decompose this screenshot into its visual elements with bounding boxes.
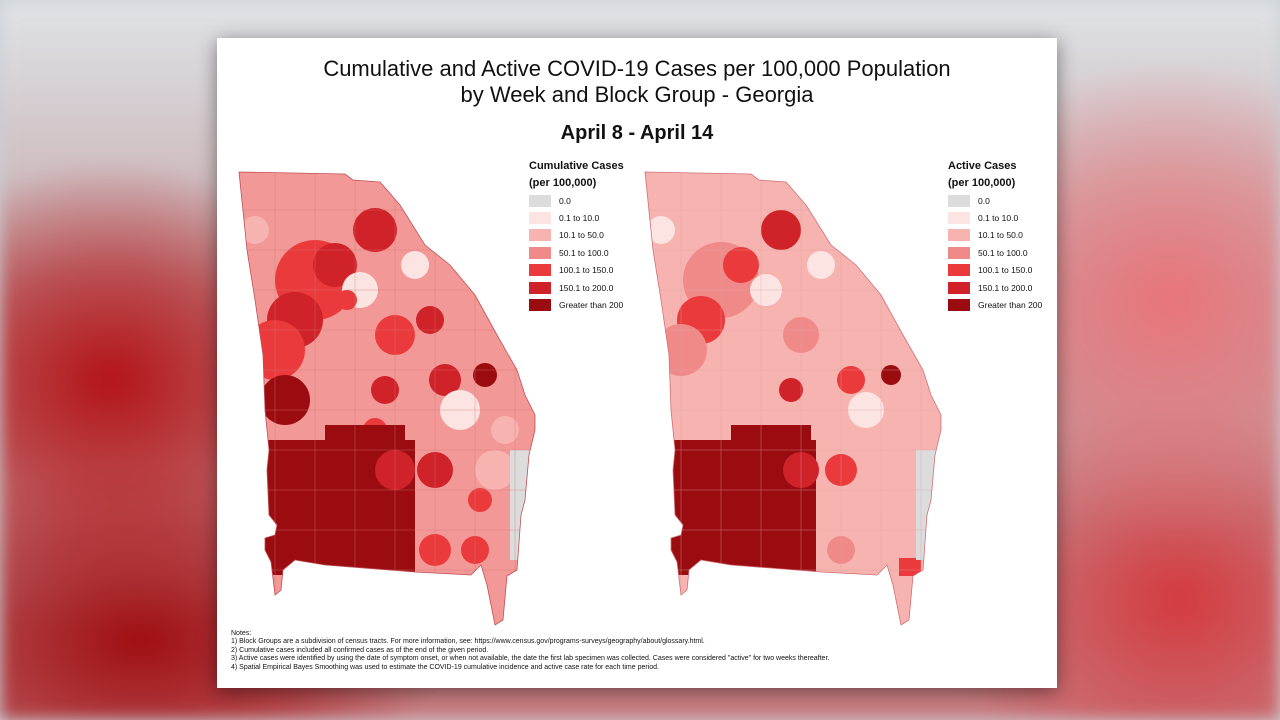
note-item: 2) Cumulative cases included all confirm…: [231, 646, 489, 654]
legend-label: 100.1 to 150.0: [978, 265, 1033, 276]
legend-label: 50.1 to 100.0: [559, 247, 609, 258]
active-map-svg: [644, 171, 942, 626]
legend-row: 150.1 to 200.0: [529, 279, 624, 296]
legend-label: 0.1 to 10.0: [978, 213, 1019, 224]
legend-row: 0.1 to 10.0: [529, 209, 624, 226]
legend-row: 0.0: [529, 192, 624, 209]
legend-label: Greater than 200: [559, 300, 624, 311]
legend-swatch: [529, 299, 551, 312]
legend-row: Greater than 200: [948, 296, 1042, 313]
legend-row: 0.0: [948, 192, 1042, 209]
legend-label: Greater than 200: [978, 300, 1043, 311]
legend-row: 100.1 to 150.0: [529, 262, 624, 279]
legend-label: 10.1 to 50.0: [978, 230, 1023, 241]
legend-swatch: [948, 281, 970, 294]
cumulative-legend-subtitle: (per 100,000): [529, 177, 597, 189]
legend-swatch: [948, 299, 970, 312]
legend-swatch: [529, 264, 551, 277]
cumulative-map: [235, 170, 635, 630]
legend-swatch: [529, 194, 551, 207]
active-map: [641, 170, 1041, 630]
legend-label: 150.1 to 200.0: [978, 282, 1033, 293]
legend-swatch: [529, 229, 551, 242]
legend-label: 50.1 to 100.0: [978, 247, 1028, 258]
figure-title: Cumulative and Active COVID-19 Cases per…: [217, 56, 1057, 108]
legend-row: 50.1 to 100.0: [948, 244, 1042, 261]
title-line-2: by Week and Block Group - Georgia: [460, 82, 814, 107]
cumulative-map-svg: [238, 171, 536, 626]
cumulative-legend-title: Cumulative Cases: [529, 160, 624, 172]
active-legend: Active Cases (per 100,000) 0.0 0.1 to 10…: [948, 158, 1042, 314]
legend-row: 10.1 to 50.0: [948, 227, 1042, 244]
legend-row: 10.1 to 50.0: [529, 227, 624, 244]
active-state-outline: [644, 171, 942, 626]
title-line-1: Cumulative and Active COVID-19 Cases per…: [323, 56, 951, 81]
legend-label: 0.1 to 10.0: [559, 213, 600, 224]
legend-swatch: [948, 246, 970, 259]
cumulative-state-outline: [238, 171, 536, 626]
notes-heading: Notes:: [231, 630, 252, 637]
notes: Notes: 1) Block Groups are a subdivision…: [231, 630, 1051, 672]
note-item: 1) Block Groups are a subdivision of cen…: [231, 638, 705, 646]
legend-label: 0.0: [978, 195, 990, 206]
legend-swatch: [529, 281, 551, 294]
note-item: 4) Spatial Empirical Bayes Smoothing was…: [231, 663, 659, 671]
legend-label: 10.1 to 50.0: [559, 230, 604, 241]
legend-row: 150.1 to 200.0: [948, 279, 1042, 296]
legend-row: Greater than 200: [529, 296, 624, 313]
period-label: April 8 - April 14: [560, 122, 714, 144]
legend-swatch: [529, 246, 551, 259]
figure-card: Cumulative and Active COVID-19 Cases per…: [217, 38, 1057, 688]
legend-label: 0.0: [559, 195, 571, 206]
cumulative-block-groups: [239, 172, 535, 625]
legend-swatch: [948, 229, 970, 242]
legend-row: 50.1 to 100.0: [529, 244, 624, 261]
active-legend-title: Active Cases: [948, 160, 1017, 172]
active-legend-subtitle: (per 100,000): [948, 177, 1016, 189]
legend-row: 100.1 to 150.0: [948, 262, 1042, 279]
legend-swatch: [948, 194, 970, 207]
legend-swatch: [529, 212, 551, 225]
cumulative-legend: Cumulative Cases (per 100,000) 0.0 0.1 t…: [529, 158, 624, 314]
legend-swatch: [948, 212, 970, 225]
legend-label: 150.1 to 200.0: [559, 282, 614, 293]
legend-label: 100.1 to 150.0: [559, 265, 614, 276]
note-item: 3) Active cases were identified by using…: [231, 655, 830, 663]
legend-row: 0.1 to 10.0: [948, 209, 1042, 226]
legend-swatch: [948, 264, 970, 277]
